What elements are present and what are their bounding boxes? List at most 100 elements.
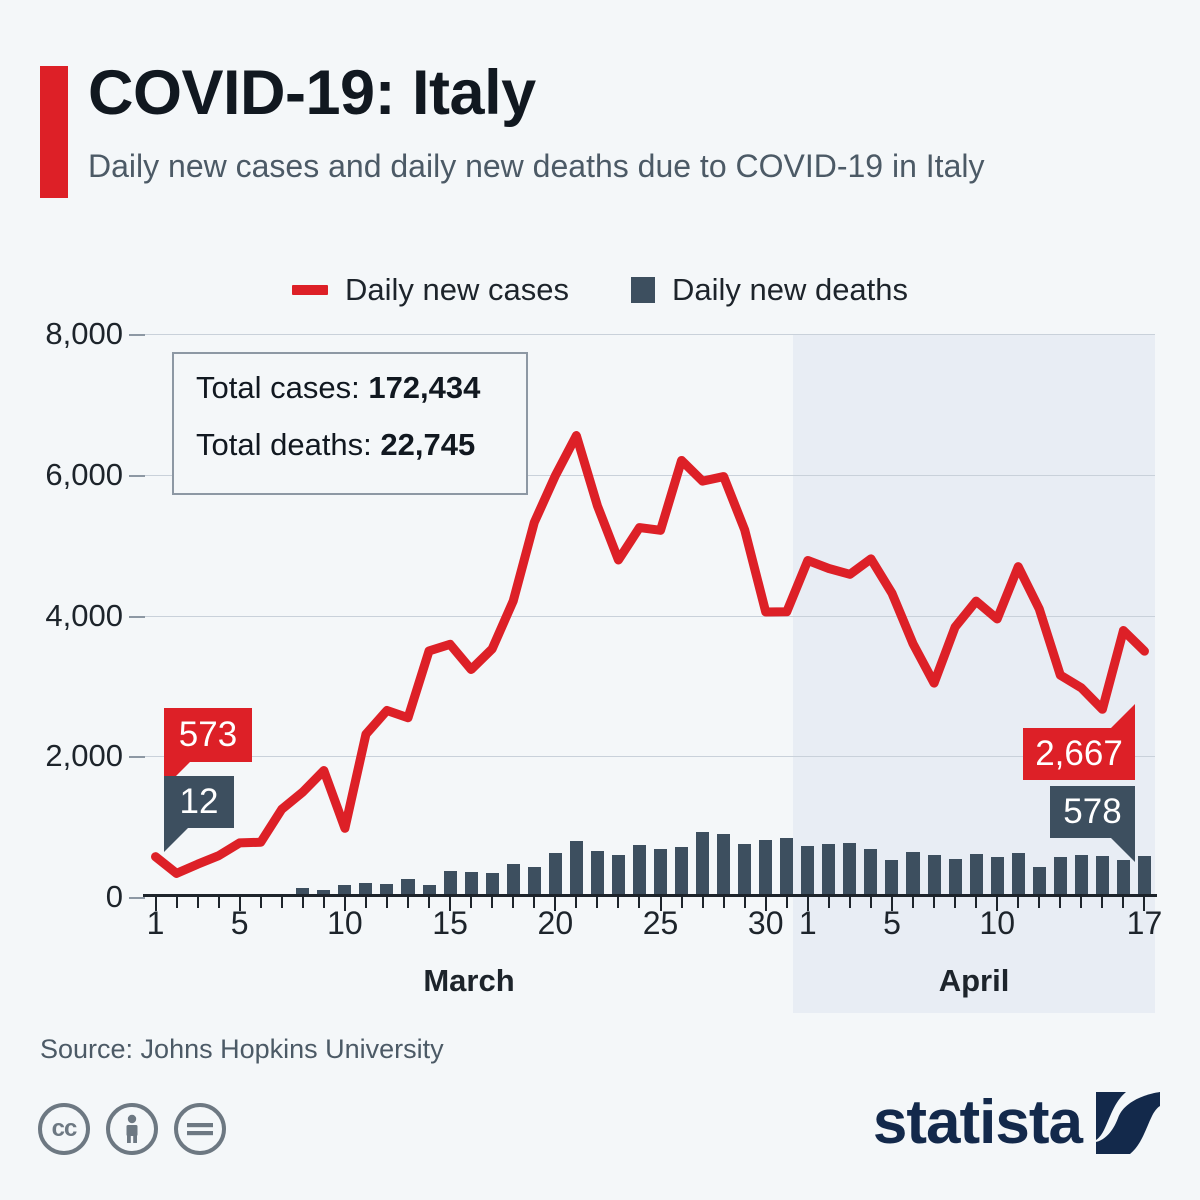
callout-first-cases: 573 [164, 708, 252, 788]
x-axis-tick-label: 17 [1126, 905, 1163, 941]
bar-daily-new-deaths [1011, 853, 1025, 897]
x-axis-tick [407, 897, 410, 908]
legend-label-deaths: Daily new deaths [671, 272, 909, 307]
total-cases-label: Total cases: [196, 370, 360, 405]
page-subtitle: Daily new cases and daily new deaths due… [88, 148, 985, 184]
callout-last-deaths: 578 [1050, 786, 1135, 862]
callout-tail-icon [1111, 704, 1135, 728]
callout-tail-icon [164, 828, 188, 852]
x-axis-tick [428, 897, 431, 908]
x-axis-tick [743, 897, 746, 908]
y-axis-tick-mark [129, 897, 145, 899]
bar-daily-new-deaths [380, 883, 394, 897]
bar-daily-new-deaths [611, 854, 625, 897]
x-axis-tick-label: 1 [798, 905, 817, 941]
total-deaths-line: Total deaths: 22,745 [196, 429, 504, 460]
x-axis-tick [869, 897, 872, 908]
x-axis-tick [385, 897, 388, 908]
bar-daily-new-deaths [569, 841, 583, 897]
accent-bar [40, 66, 68, 198]
bar-daily-new-deaths [1137, 856, 1151, 897]
x-axis-tick [1017, 897, 1020, 908]
x-axis-tick-label: 10 [979, 905, 1015, 941]
april-band-background [793, 897, 1155, 1013]
bar-daily-new-deaths [864, 849, 878, 897]
x-axis-tick-label: 1 [146, 905, 165, 941]
total-deaths-value: 22,745 [380, 427, 476, 462]
callout-last-cases-value: 2,667 [1035, 734, 1123, 773]
bar-daily-new-deaths [296, 887, 310, 897]
x-axis-tick [954, 897, 957, 908]
equals-glyph [187, 1123, 213, 1136]
x-axis-tick [975, 897, 978, 908]
totals-info-box: Total cases: 172,434 Total deaths: 22,74… [172, 352, 528, 495]
cc-icon-label: cc [51, 1115, 78, 1142]
x-axis-tick-label: 15 [432, 905, 468, 941]
gridline [145, 334, 1155, 335]
source-text: Source: Johns Hopkins University [40, 1034, 444, 1064]
x-axis-tick [1059, 897, 1062, 908]
callout-first-deaths: 12 [164, 776, 234, 852]
callout-last-deaths-value: 578 [1063, 792, 1122, 831]
bar-daily-new-deaths [338, 885, 352, 897]
cc-nd-equals-icon [174, 1103, 226, 1155]
x-axis-tick [1101, 897, 1104, 908]
callout-first-cases-value: 573 [178, 715, 238, 754]
x-axis-ticks [145, 897, 1155, 911]
x-axis-tick [659, 897, 662, 911]
person-glyph [126, 1114, 138, 1143]
bar-daily-new-deaths [738, 843, 752, 897]
gridline [145, 474, 1155, 476]
bar-daily-new-deaths [759, 839, 773, 897]
x-axis-tick [596, 897, 599, 908]
x-axis-tick-label: 25 [642, 905, 679, 941]
bar-daily-new-deaths [1074, 854, 1088, 897]
x-axis-tick [449, 897, 452, 911]
x-axis-tick [533, 897, 536, 908]
x-axis-tick [996, 897, 999, 911]
x-axis-baseline [143, 894, 1157, 897]
x-axis-tick [1143, 897, 1146, 911]
legend-item-deaths[interactable]: Daily new deaths [630, 272, 909, 308]
line-series-daily-new-cases [151, 431, 1149, 878]
bar-daily-new-deaths [990, 856, 1004, 897]
bar-daily-new-deaths [464, 872, 478, 897]
x-axis-tick [217, 897, 220, 908]
x-axis-tick [638, 897, 641, 908]
gridline [145, 615, 1155, 617]
y-axis-tick-label: 0 [105, 879, 123, 914]
bar-daily-new-deaths [317, 890, 331, 897]
bar-daily-new-deaths [885, 860, 899, 897]
total-cases-line: Total cases: 172,434 [196, 372, 504, 403]
x-axis-tick-label: 10 [327, 905, 363, 941]
bar-daily-new-deaths [780, 838, 794, 897]
y-axis-tick-mark [129, 756, 145, 759]
x-axis-tick [554, 897, 557, 911]
x-axis-tick [154, 897, 157, 911]
bar-daily-new-deaths [1116, 860, 1130, 897]
bar-daily-new-deaths [801, 845, 815, 897]
x-axis-tick-label: 30 [747, 905, 784, 941]
x-axis-labels: 1 5 10 15 20 25 30 1 5 10 17 [0, 905, 1200, 951]
x-axis-tick [701, 897, 704, 908]
gridline [145, 756, 1155, 758]
x-axis-tick [575, 897, 578, 908]
x-axis-tick [722, 897, 725, 908]
x-axis-tick [1080, 897, 1083, 908]
legend-item-cases[interactable]: Daily new cases [291, 272, 569, 308]
month-label-april: April [938, 963, 1010, 998]
bar-series-daily-new-deaths [145, 334, 1155, 897]
y-axis-tick-mark [129, 334, 145, 336]
cc-by-person-icon [106, 1103, 158, 1155]
bar-daily-new-deaths [590, 851, 604, 897]
chart-legend: Daily new cases Daily new deaths [0, 272, 1200, 308]
bar-daily-new-deaths [401, 879, 415, 897]
page-title: COVID-19: Italy [88, 58, 536, 128]
statista-mark-icon [1096, 1092, 1160, 1154]
x-axis-tick [491, 897, 494, 908]
bar-daily-new-deaths [1053, 857, 1067, 897]
bar-daily-new-deaths [906, 852, 920, 897]
bar-daily-new-deaths [527, 866, 541, 897]
x-axis-tick [848, 897, 851, 908]
